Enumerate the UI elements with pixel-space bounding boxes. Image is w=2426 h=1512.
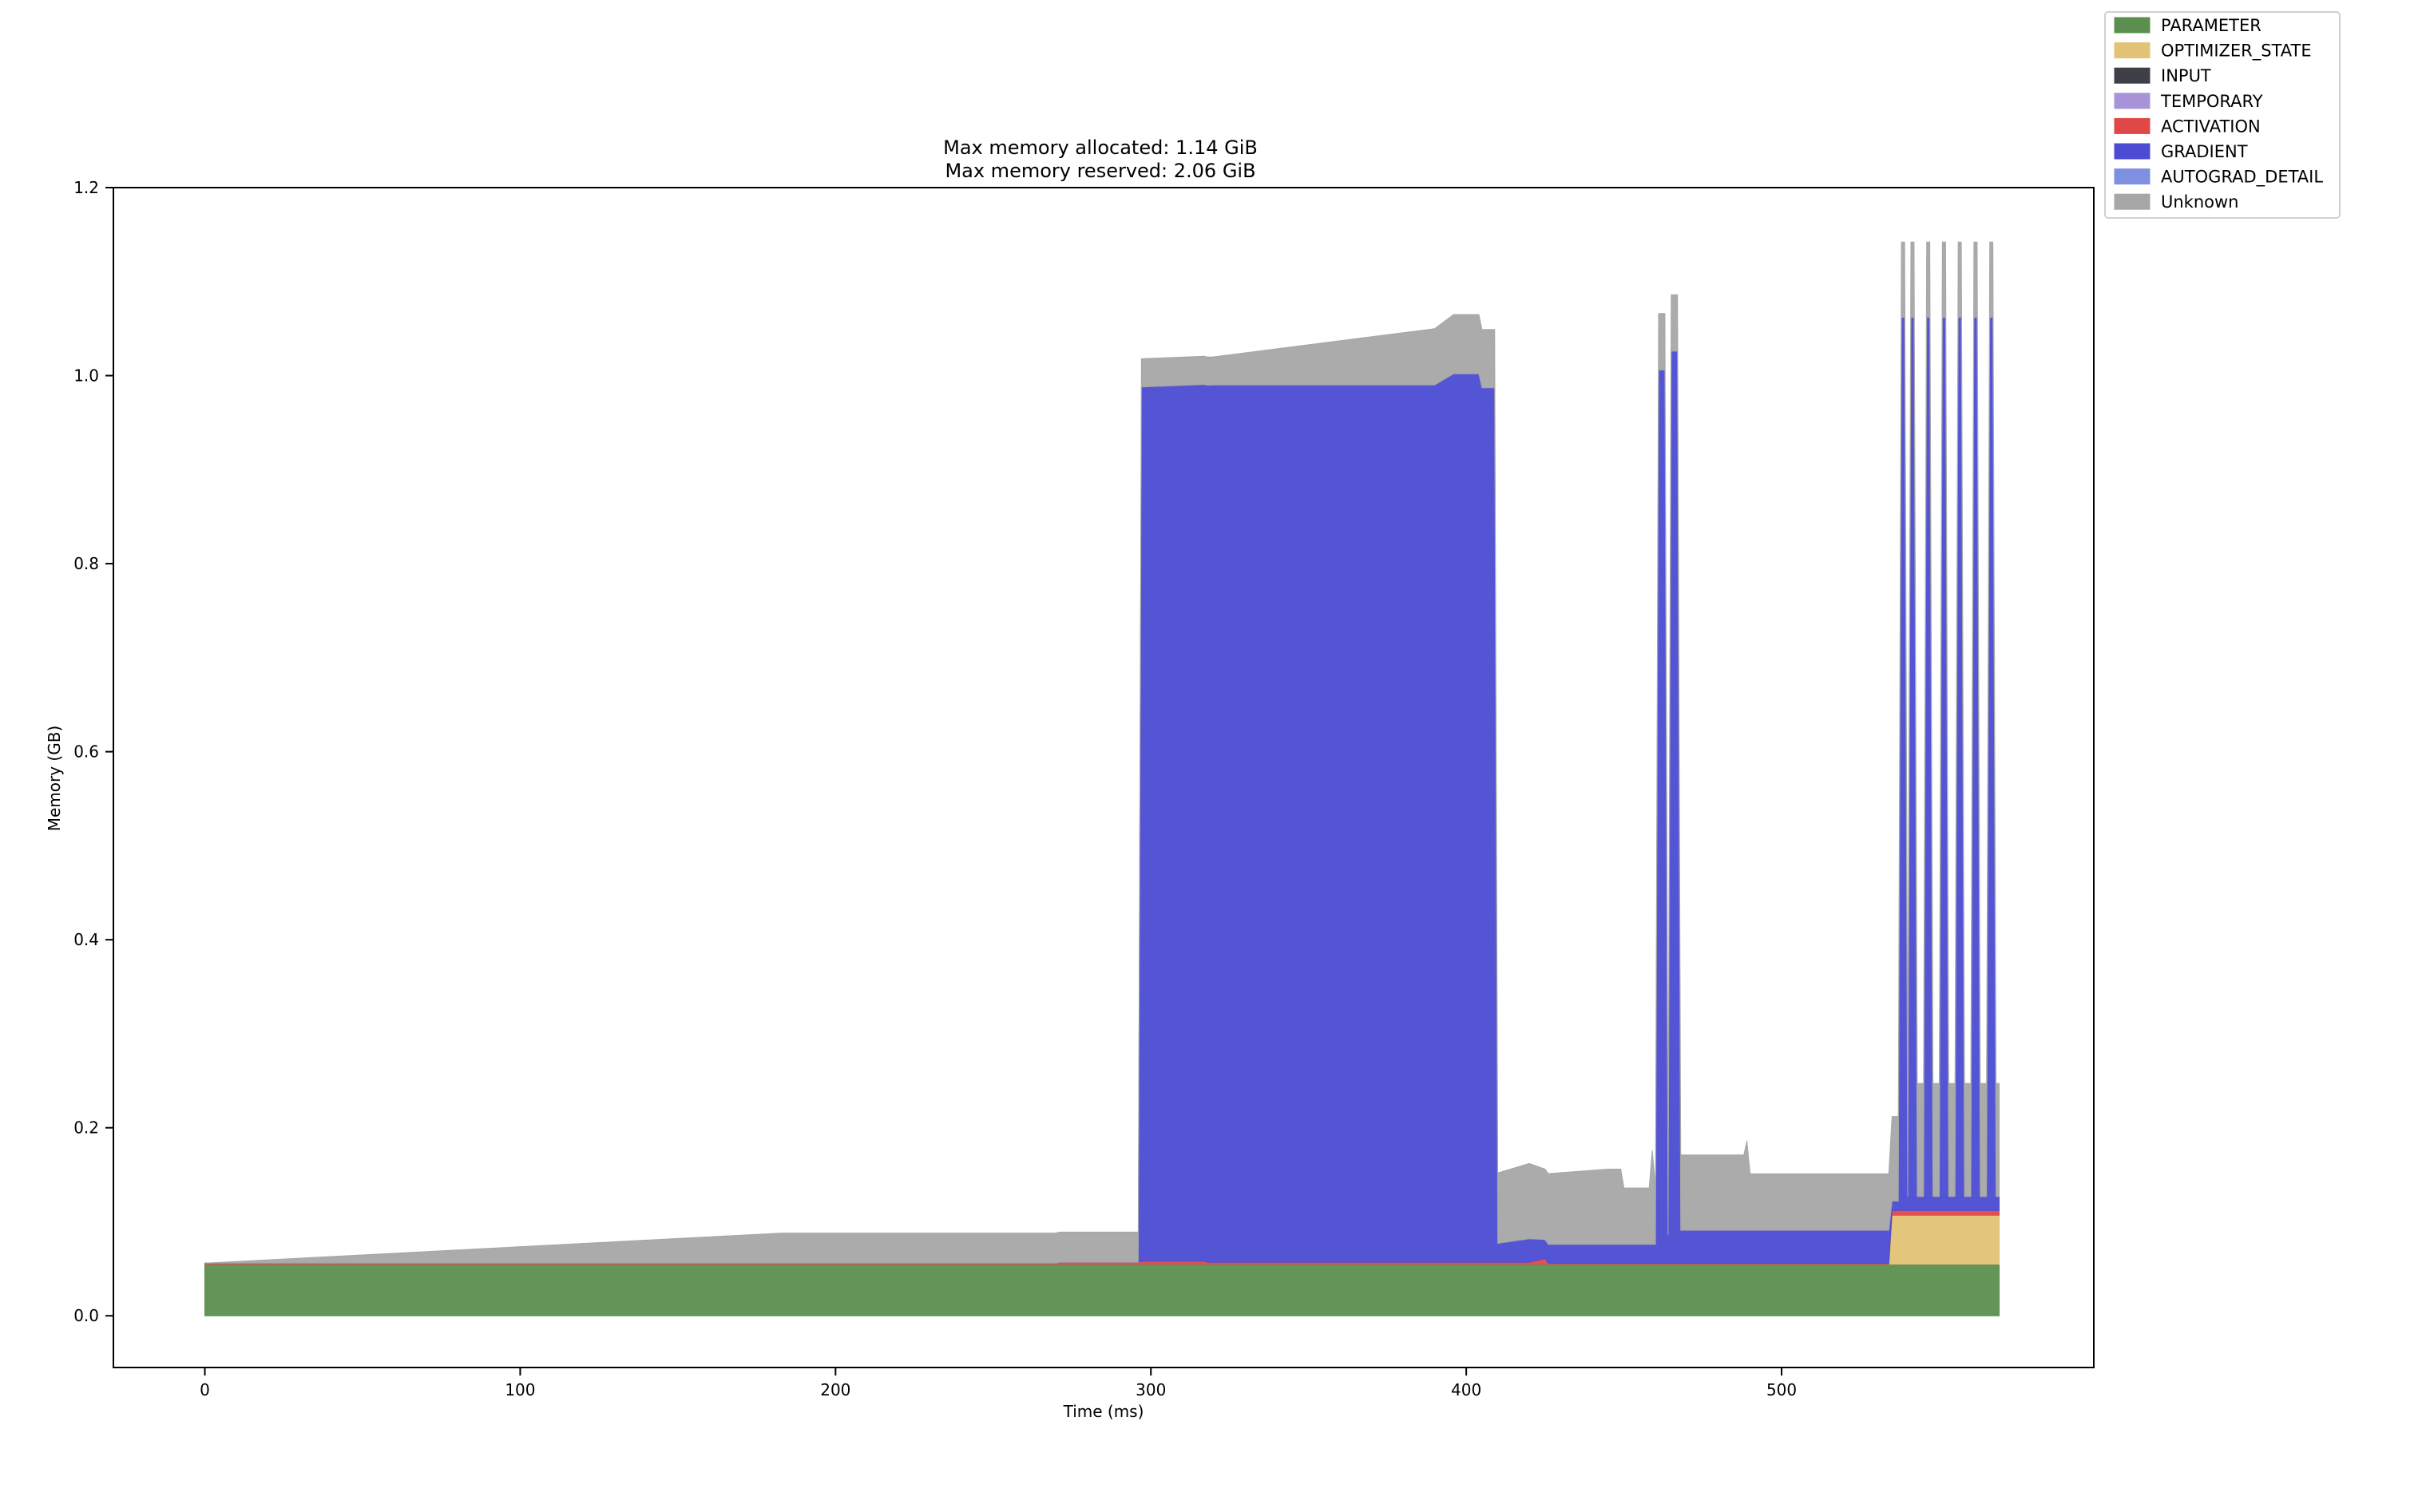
x-tick-label: 500: [1766, 1380, 1797, 1399]
legend-swatch-unknown: [2114, 193, 2150, 210]
chart-title-line-1: Max memory allocated: 1.14 GiB: [943, 137, 1258, 159]
y-tick-label: 1.2: [73, 178, 99, 197]
legend-label-input: INPUT: [2161, 66, 2211, 85]
legend-label-parameter: PARAMETER: [2161, 16, 2261, 35]
legend-swatch-autograd-detail: [2114, 168, 2150, 185]
x-tick-label: 100: [505, 1380, 535, 1399]
x-tick-label: 200: [820, 1380, 850, 1399]
legend-label-activation: ACTIVATION: [2161, 117, 2261, 136]
x-axis-label: Time (ms): [1063, 1402, 1144, 1421]
legend-box: [2104, 11, 2341, 219]
legend-label-temporary: TEMPORARY: [2160, 92, 2263, 111]
legend-label-unknown: Unknown: [2161, 192, 2238, 212]
legend-swatch-activation: [2114, 117, 2150, 134]
legend-swatch-gradient: [2114, 143, 2150, 160]
x-tick-label: 0: [200, 1380, 210, 1399]
y-tick-label: 0.2: [73, 1118, 99, 1138]
legend-swatch-parameter: [2114, 17, 2150, 34]
legend-label-optimizer-state: OPTIMIZER_STATE: [2161, 42, 2312, 61]
legend-swatch-optimizer-state: [2114, 42, 2150, 59]
legend-items: PARAMETER OPTIMIZER_STATE INPUT TEMPORARY AC…: [2114, 16, 2323, 212]
stacked-areas: [204, 241, 2000, 1316]
x-tick-label: 400: [1451, 1380, 1481, 1399]
y-tick-label: 1.0: [73, 366, 99, 386]
legend-swatch-temporary: [2114, 93, 2150, 109]
y-tick-label: 0.8: [73, 554, 99, 573]
x-tick-label: 300: [1136, 1380, 1166, 1399]
area-gradient: [204, 317, 2000, 1264]
chart-title-line-2: Max memory reserved: 2.06 GiB: [945, 160, 1255, 182]
y-axis-label: Memory (GB): [45, 726, 64, 832]
area-unknown: [204, 241, 2000, 1264]
x-axis: 0 100 200 300 400 500: [200, 1368, 1797, 1399]
legend-label-gradient: GRADIENT: [2161, 142, 2248, 161]
legend-swatch-input: [2114, 67, 2150, 84]
plot-frame: [113, 187, 2095, 1368]
y-axis: 0.0 0.2 0.4 0.6 0.8 1.0 1.2: [73, 178, 113, 1325]
y-tick-label: 0.6: [73, 742, 99, 762]
legend-label-autograd-detail: AUTOGRAD_DETAIL: [2161, 168, 2323, 188]
y-tick-label: 0.4: [73, 930, 99, 949]
area-parameter: [204, 1264, 2000, 1316]
y-tick-label: 0.0: [73, 1306, 99, 1325]
legend: PARAMETER OPTIMIZER_STATE INPUT TEMPORARY AC…: [2104, 11, 2341, 219]
